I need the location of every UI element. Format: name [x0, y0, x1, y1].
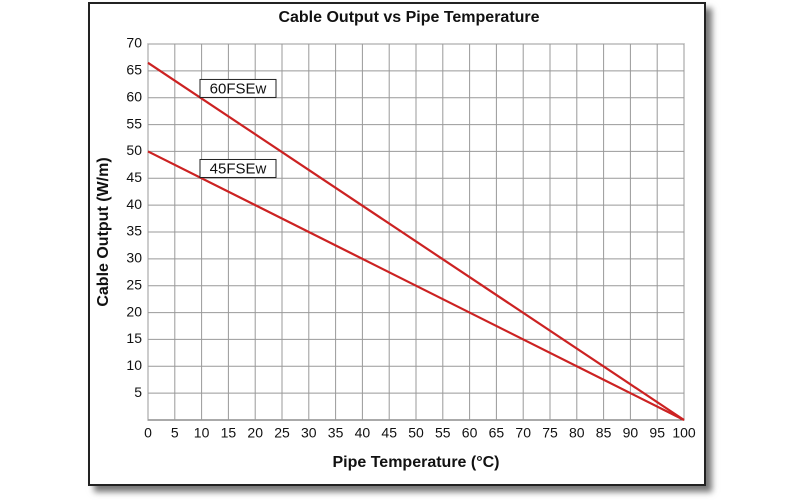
y-tick-label: 25	[126, 276, 142, 292]
y-tick-label: 65	[126, 62, 142, 78]
chart-title: Cable Output vs Pipe Temperature	[278, 9, 539, 26]
x-axis-label: Pipe Temperature (°C)	[332, 454, 499, 471]
x-tick-label: 95	[649, 425, 665, 441]
y-axis-label: Cable Output (W/m)	[95, 157, 112, 306]
x-tick-label: 85	[596, 425, 612, 441]
x-tick-label: 55	[435, 425, 451, 441]
y-tick-label: 50	[126, 142, 142, 158]
x-tick-label: 100	[672, 425, 696, 441]
x-tick-label: 80	[569, 425, 585, 441]
x-tick-label: 5	[171, 425, 179, 441]
x-tick-label: 10	[194, 425, 210, 441]
y-tick-label: 30	[126, 250, 142, 266]
y-tick-label: 10	[126, 357, 142, 373]
series-line	[147, 61, 685, 421]
x-tick-label: 25	[274, 425, 290, 441]
x-tick-label: 0	[144, 425, 152, 441]
y-tick-label: 55	[126, 115, 142, 131]
x-tick-label: 60	[462, 425, 478, 441]
series-label: 60FSEw	[210, 80, 267, 97]
x-tick-label: 45	[381, 425, 397, 441]
y-tick-label: 5	[134, 384, 142, 400]
y-tick-label: 20	[126, 303, 142, 319]
series-line	[147, 150, 685, 421]
x-tick-label: 75	[542, 425, 558, 441]
x-tick-label: 90	[623, 425, 639, 441]
series-label-box	[199, 158, 277, 178]
y-tick-label: 40	[126, 196, 142, 212]
y-tick-label: 60	[126, 88, 142, 104]
y-tick-label: 45	[126, 169, 142, 185]
x-tick-label: 15	[221, 425, 237, 441]
x-tick-label: 35	[328, 425, 344, 441]
series-label: 45FSEw	[210, 160, 267, 177]
x-tick-label: 65	[489, 425, 505, 441]
x-tick-label: 40	[355, 425, 371, 441]
x-tick-label: 20	[247, 425, 263, 441]
x-tick-label: 70	[515, 425, 531, 441]
y-tick-label: 70	[126, 35, 142, 51]
series-label-box	[199, 78, 277, 98]
y-tick-label: 15	[126, 330, 142, 346]
x-tick-label: 30	[301, 425, 317, 441]
x-tick-label: 50	[408, 425, 424, 441]
y-tick-label: 35	[126, 223, 142, 239]
